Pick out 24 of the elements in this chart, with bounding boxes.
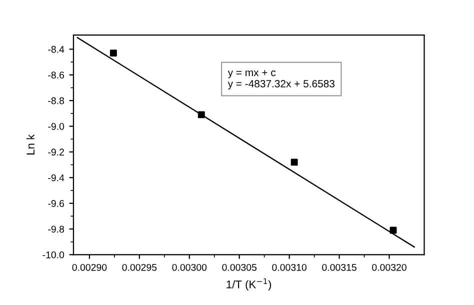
y-tick-label: -8.8 xyxy=(48,97,64,104)
y-tick-label: -9.2 xyxy=(48,148,64,156)
y-tick-label: -10.0 xyxy=(42,251,64,258)
x-tick-label: 0.00300 xyxy=(172,264,207,271)
annotation: y = mx + c xyxy=(228,70,276,78)
point xyxy=(110,50,117,57)
x-tick-label: 0.00290 xyxy=(72,264,107,271)
x-axis-title: 1/T (K$^{−1}$) xyxy=(226,278,272,291)
y-tick-label: -9.4 xyxy=(48,174,64,182)
point xyxy=(198,111,205,118)
x-tick-label: 0.00310 xyxy=(272,264,307,271)
x-tick-label: 0.00320 xyxy=(372,264,406,271)
y-axis-title: Ln k xyxy=(26,134,34,154)
point xyxy=(390,226,397,234)
x-tick-label: 0.00315 xyxy=(322,264,356,271)
x-tick-label: 0.00295 xyxy=(122,264,157,271)
y-tick-label: -9.0 xyxy=(48,122,64,130)
y-tick-label: -8.4 xyxy=(48,46,64,53)
annotation: y = -4837.32x + 5.6583 xyxy=(228,80,334,90)
y-tick-label: -9.6 xyxy=(48,200,64,207)
x-tick-label: 0.00305 xyxy=(222,264,257,271)
y-tick-label: -8.6 xyxy=(48,72,64,79)
point xyxy=(290,158,298,166)
y-tick-label: -9.8 xyxy=(48,226,64,233)
